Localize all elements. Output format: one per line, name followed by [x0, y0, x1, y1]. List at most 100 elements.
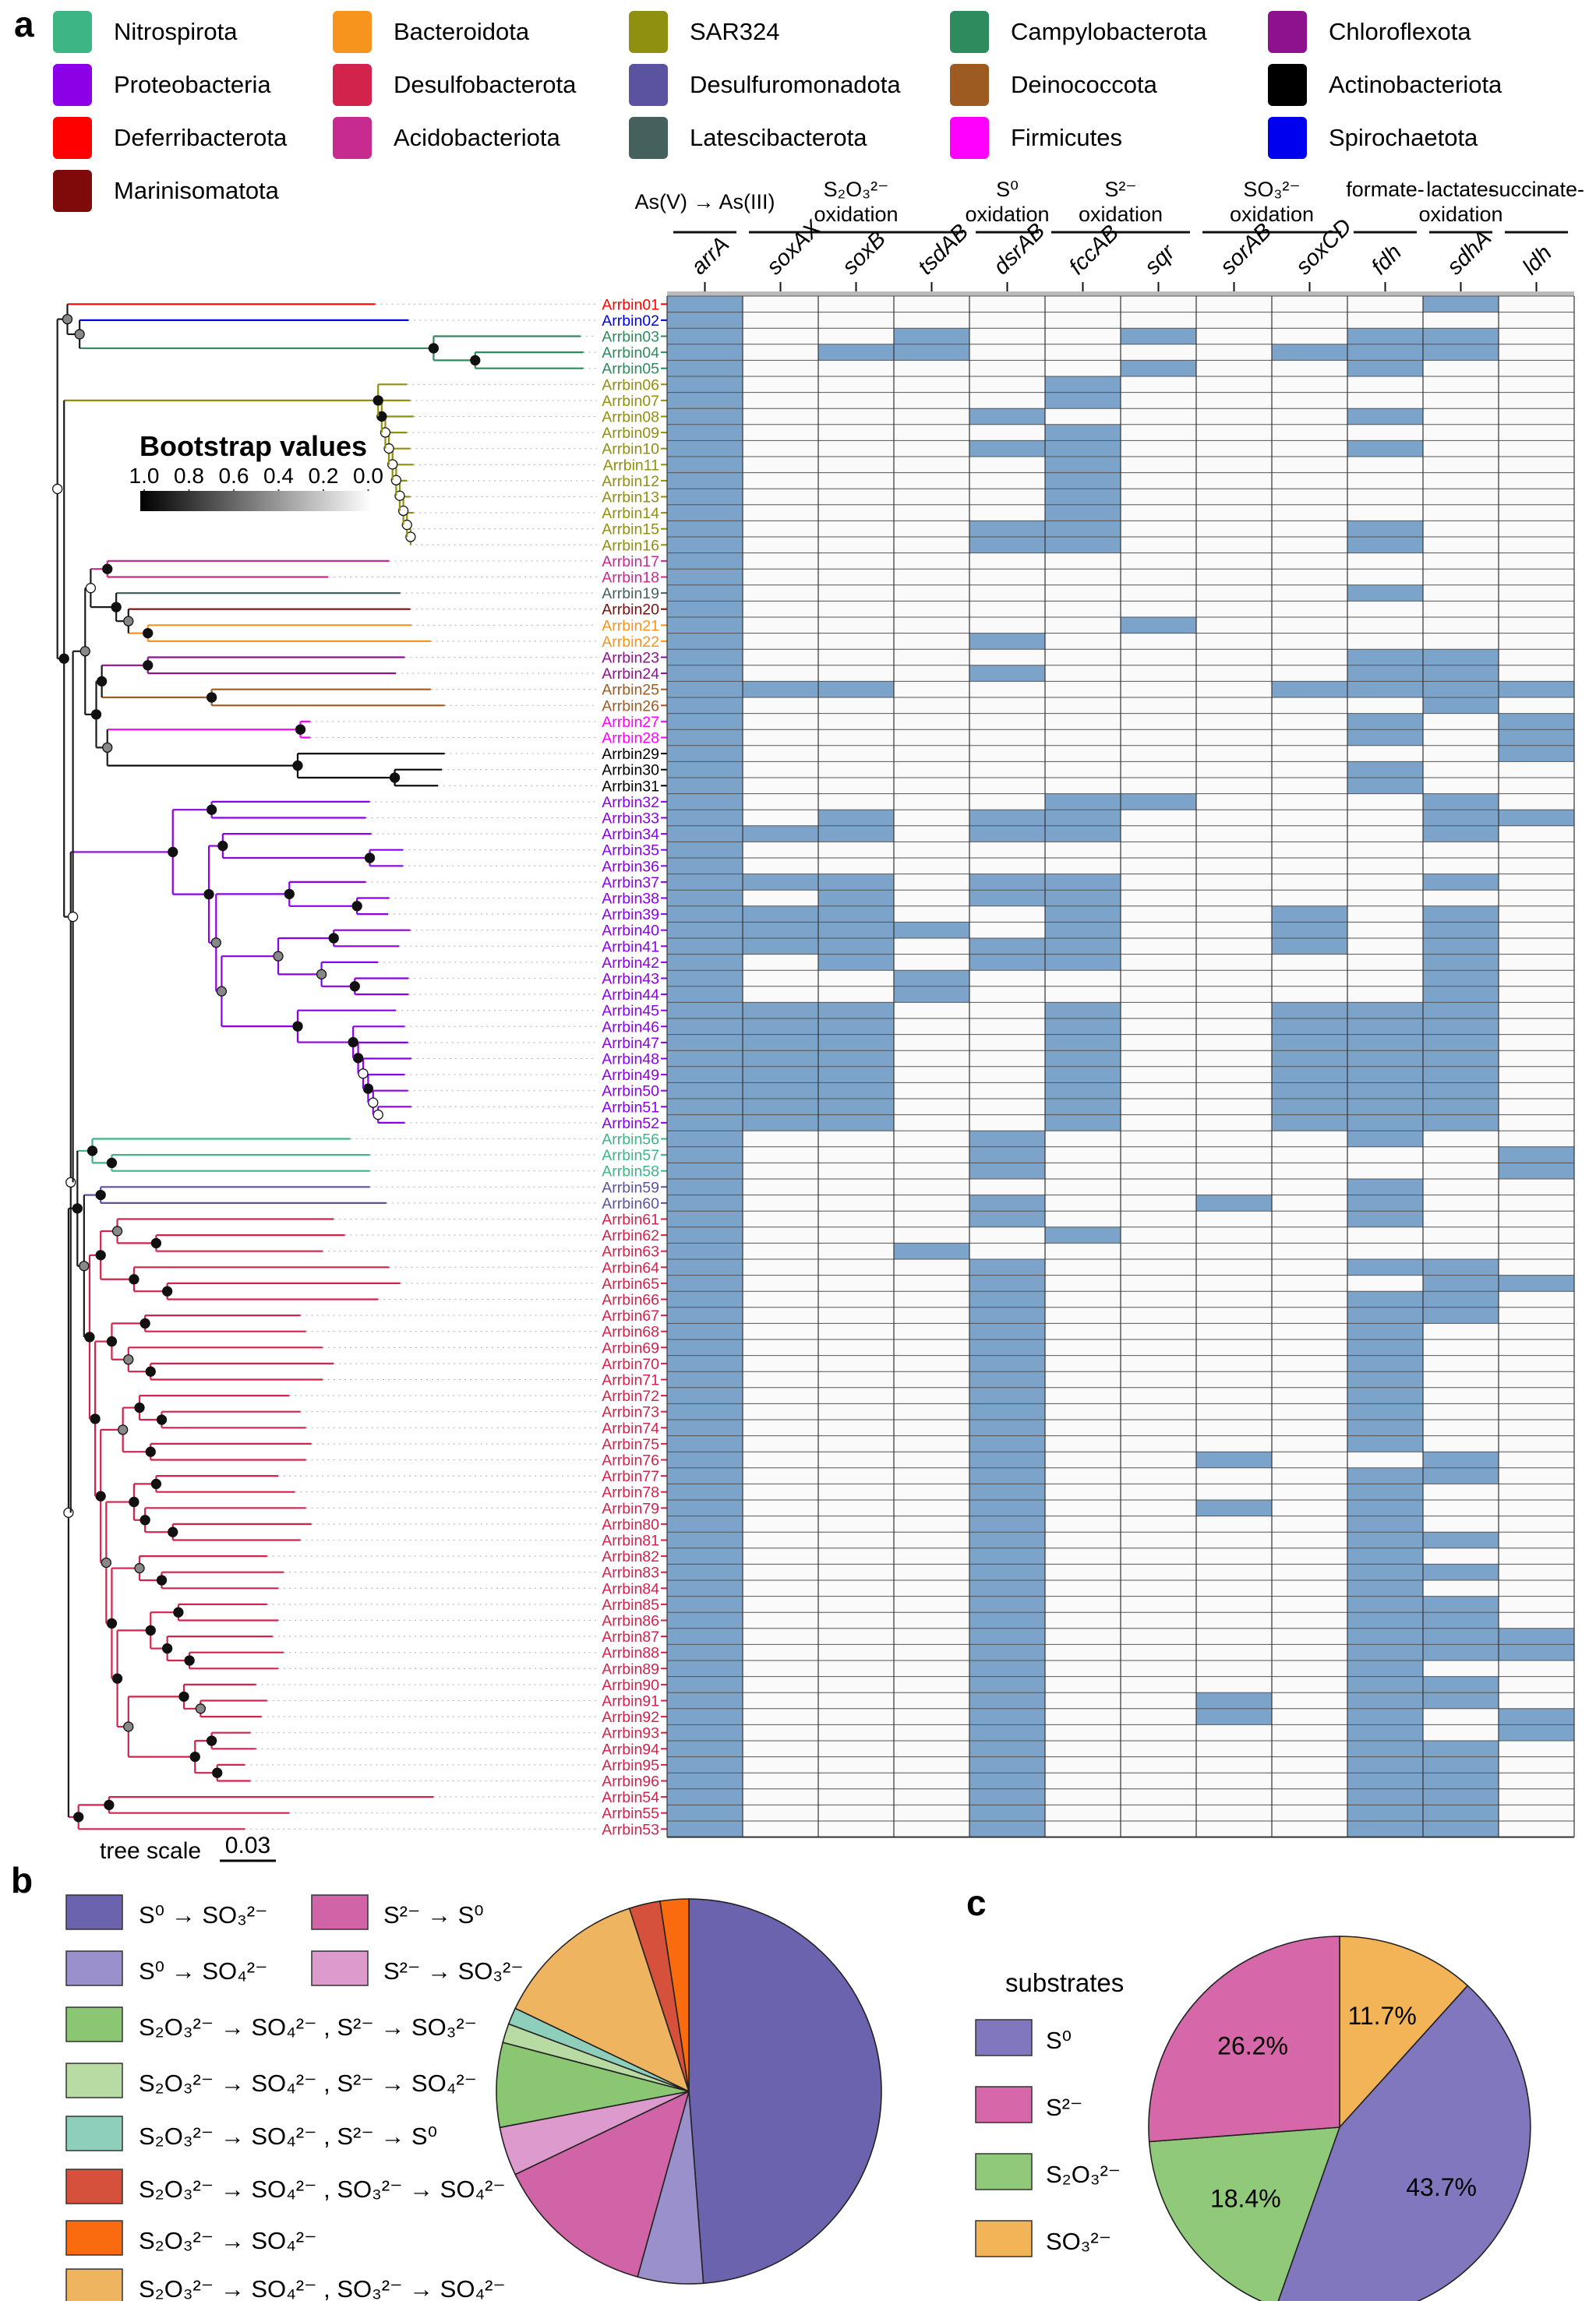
matrix-group-header: formate- — [1346, 178, 1425, 201]
matrix-cell-present — [1423, 922, 1499, 938]
matrix-cell-present — [1347, 1821, 1423, 1837]
bootstrap-node — [168, 1526, 178, 1537]
matrix-cell-present — [1272, 1066, 1347, 1083]
taxon-label: Arrbin47 — [602, 1035, 659, 1052]
matrix-cell-present — [667, 1082, 743, 1099]
taxon-label: Arrbin79 — [602, 1500, 659, 1517]
matrix-cell-absent — [1196, 521, 1272, 537]
matrix-cell-absent — [818, 633, 894, 650]
taxon-label: Arrbin63 — [602, 1244, 659, 1261]
matrix-cell-present — [1347, 1291, 1423, 1308]
matrix-cell-absent — [1347, 633, 1423, 650]
matrix-cell-absent — [1121, 1741, 1196, 1757]
matrix-cell-absent — [1121, 1580, 1196, 1597]
matrix-cell-absent — [894, 825, 969, 842]
matrix-cell-absent — [743, 584, 818, 602]
matrix-cell-present — [1499, 1275, 1574, 1292]
matrix-cell-present — [1347, 1355, 1423, 1372]
matrix-cell-absent — [1121, 1099, 1196, 1115]
taxon-label: Arrbin48 — [602, 1051, 659, 1068]
matrix-cell-absent — [1121, 1612, 1196, 1629]
matrix-cell-present — [969, 1532, 1045, 1548]
matrix-cell-present — [1045, 1034, 1121, 1051]
matrix-cell-absent — [1121, 1387, 1196, 1404]
matrix-cell-absent — [1272, 1773, 1347, 1789]
matrix-cell-absent — [1196, 1002, 1272, 1018]
matrix-cell-absent — [894, 1291, 969, 1308]
pieB-legend-swatch — [65, 2063, 123, 2098]
matrix-cell-absent — [894, 489, 969, 505]
matrix-cell-absent — [1272, 793, 1347, 810]
matrix-cell-absent — [818, 1580, 894, 1597]
matrix-cell-present — [1423, 1275, 1499, 1292]
taxon-label: Arrbin90 — [602, 1677, 659, 1694]
matrix-cell-present — [1423, 905, 1499, 923]
matrix-cell-absent — [969, 344, 1045, 361]
matrix-cell-absent — [1272, 537, 1347, 553]
matrix-cell-present — [818, 1082, 894, 1099]
matrix-cell-absent — [1196, 1355, 1272, 1372]
matrix-cell-absent — [743, 601, 818, 617]
matrix-cell-present — [969, 1548, 1045, 1565]
matrix-cell-absent — [894, 1002, 969, 1018]
matrix-cell-present — [667, 1805, 743, 1821]
matrix-cell-absent — [1499, 440, 1574, 457]
matrix-cell-absent — [894, 312, 969, 329]
matrix-cell-present — [969, 665, 1045, 682]
bootstrap-node — [150, 1237, 162, 1249]
bootstrap-node — [73, 1812, 84, 1823]
matrix-cell-present — [1272, 344, 1347, 361]
bootstrap-gradient-bar — [140, 491, 372, 511]
matrix-cell-absent — [743, 569, 818, 585]
matrix-cell-present — [1423, 986, 1499, 1003]
matrix-cell-absent — [1272, 1146, 1347, 1163]
matrix-cell-absent — [969, 1099, 1045, 1115]
bootstrap-node — [145, 1366, 156, 1377]
bootstrap-node — [470, 355, 481, 366]
matrix-cell-absent — [818, 761, 894, 778]
matrix-cell-absent — [743, 665, 818, 682]
matrix-cell-present — [667, 472, 743, 489]
bootstrap-node — [401, 519, 412, 531]
matrix-cell-present — [818, 344, 894, 361]
matrix-cell-absent — [969, 1034, 1045, 1051]
matrix-cell-absent — [894, 1195, 969, 1212]
bootstrap-node — [63, 1507, 74, 1518]
matrix-cell-present — [1272, 681, 1347, 697]
matrix-cell-absent — [1499, 521, 1574, 537]
matrix-cell-absent — [1499, 408, 1574, 425]
phyla-legend-item: Bacteroidota — [333, 11, 529, 53]
matrix-cell-absent — [1499, 601, 1574, 617]
matrix-cell-present — [667, 761, 743, 778]
matrix-cell-absent — [1045, 296, 1121, 312]
matrix-cell-absent — [818, 601, 894, 617]
matrix-cell-absent — [1121, 1596, 1196, 1613]
taxon-label: Arrbin03 — [602, 329, 659, 346]
bootstrap-node — [178, 1691, 189, 1703]
taxon-label: Arrbin55 — [602, 1805, 659, 1823]
matrix-cell-present — [667, 1163, 743, 1179]
matrix-cell-absent — [1121, 344, 1196, 361]
matrix-cell-present — [667, 376, 743, 393]
matrix-cell-absent — [818, 1788, 894, 1805]
matrix-cell-absent — [1045, 649, 1121, 665]
matrix-cell-absent — [894, 1773, 969, 1789]
matrix-cell-absent — [1196, 1756, 1272, 1773]
matrix-cell-present — [667, 617, 743, 633]
bootstrap-node — [184, 1655, 195, 1666]
matrix-cell-absent — [1272, 1387, 1347, 1404]
matrix-group-header: SO₃²⁻ — [1243, 178, 1300, 201]
bootstrap-tick-label: 0.0 — [353, 464, 383, 488]
matrix-cell-absent — [743, 1467, 818, 1484]
matrix-cell-absent — [894, 537, 969, 553]
matrix-cell-absent — [1196, 1741, 1272, 1757]
matrix-cell-absent — [1121, 970, 1196, 986]
matrix-cell-absent — [1499, 1307, 1574, 1324]
matrix-cell-present — [969, 408, 1045, 425]
matrix-cell-absent — [1499, 1805, 1574, 1821]
matrix-cell-absent — [1272, 665, 1347, 682]
matrix-cell-present — [969, 1452, 1045, 1468]
matrix-cell-present — [667, 1467, 743, 1484]
bootstrap-node — [428, 343, 440, 354]
gene-label: sorAB — [1216, 218, 1276, 279]
